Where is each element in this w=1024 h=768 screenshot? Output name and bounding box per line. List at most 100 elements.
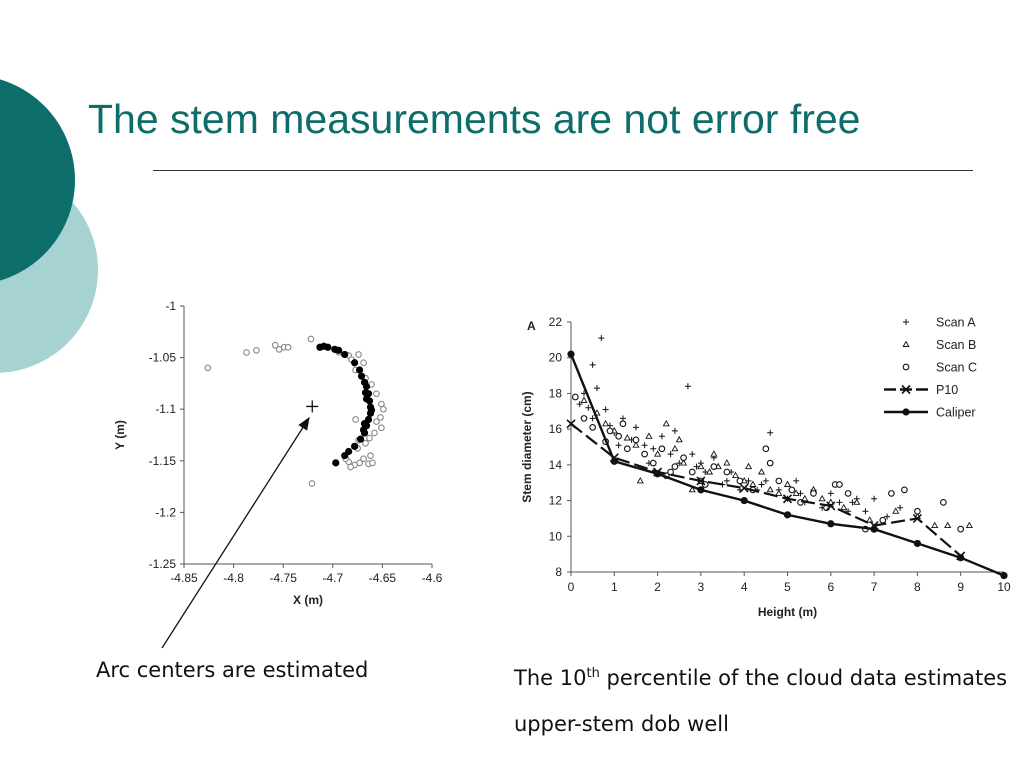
- y-tick-label: -1.25: [149, 557, 177, 571]
- data-point: [736, 477, 744, 485]
- x-tick-label: -4.7: [322, 571, 343, 585]
- caption-arc-centers: Arc centers are estimated: [96, 658, 369, 682]
- data-point: [810, 490, 817, 497]
- data-point: [580, 396, 588, 404]
- data-point: [689, 451, 696, 458]
- x-tick-label: 9: [957, 580, 964, 594]
- data-point: [606, 427, 614, 435]
- data-point: [871, 495, 878, 502]
- data-point: [332, 459, 340, 467]
- data-point: [783, 480, 792, 487]
- data-point: [360, 420, 369, 428]
- data-point: [671, 444, 679, 452]
- slide-decoration: [0, 79, 98, 373]
- data-point: [571, 393, 579, 401]
- data-point: [888, 490, 895, 497]
- data-point: [705, 468, 714, 475]
- data-point: [766, 485, 774, 493]
- x-tick-label: 3: [698, 580, 705, 594]
- data-point: [680, 454, 687, 462]
- data-point: [271, 341, 279, 349]
- x-tick-label: -4.65: [369, 571, 397, 585]
- data-point: [654, 450, 662, 457]
- data-point: [836, 481, 843, 488]
- x-tick-label: 7: [871, 580, 878, 594]
- x-tick-label: 2: [654, 580, 661, 594]
- data-point: [697, 462, 705, 470]
- decor-circle-dark: [0, 79, 75, 281]
- data-point: [849, 499, 856, 506]
- data-point: [284, 343, 292, 351]
- data-point: [324, 343, 332, 351]
- data-point: [359, 426, 368, 434]
- y-tick-label: 12: [549, 494, 563, 508]
- y-axis-title: Stem diameter (cm): [520, 391, 534, 502]
- data-point: [356, 435, 365, 443]
- data-point: [844, 490, 852, 497]
- data-point: [632, 424, 639, 431]
- data-point: [1000, 571, 1008, 580]
- data-point: [696, 476, 706, 486]
- data-point: [335, 346, 343, 354]
- series-scan-a: [576, 335, 904, 520]
- data-point: [352, 416, 359, 423]
- x-tick-label: 6: [827, 580, 834, 594]
- data-point: [619, 420, 627, 428]
- data-point: [351, 359, 359, 367]
- data-point: [836, 499, 843, 506]
- data-point: [632, 441, 640, 448]
- data-point: [360, 455, 367, 463]
- data-point: [671, 463, 679, 470]
- data-point: [739, 483, 749, 493]
- data-point: [723, 468, 731, 476]
- data-point: [369, 459, 376, 467]
- arc-center-scatter-chart: -1 -1.05 -1.1 -1.15 -1.2 -1.25-4.85 -4.8 -4.75 -…: [113, 299, 443, 607]
- data-point: [723, 459, 731, 466]
- data-point: [361, 389, 370, 397]
- data-point: [862, 508, 869, 515]
- data-point: [680, 459, 688, 466]
- y-tick-label: 8: [555, 565, 562, 579]
- data-point: [373, 390, 380, 398]
- data-point: [623, 434, 631, 441]
- data-point: [576, 401, 583, 408]
- data-point: [308, 480, 316, 487]
- data-point: [827, 498, 835, 505]
- data-point: [782, 494, 793, 504]
- x-axis-title: Height (m): [758, 605, 817, 619]
- data-point: [357, 372, 366, 380]
- data-point: [580, 415, 588, 422]
- data-point: [853, 498, 861, 505]
- caption-percentile-after: percentile of the cloud data estimates u…: [514, 666, 1008, 736]
- legend-item: Scan B: [902, 338, 976, 352]
- data-point: [589, 361, 596, 368]
- center-plus-mark: [306, 400, 319, 413]
- data-point: [641, 450, 648, 458]
- data-point: [775, 477, 783, 485]
- data-point: [702, 469, 709, 475]
- data-point: [623, 445, 631, 453]
- series-open-circle: [204, 335, 387, 487]
- y-tick-label: 14: [549, 458, 563, 472]
- data-point: [766, 459, 774, 467]
- data-point: [723, 477, 730, 484]
- legend-marker: [902, 340, 910, 347]
- data-point: [965, 521, 973, 529]
- x-tick-label: -4.75: [270, 571, 298, 585]
- data-point: [697, 486, 705, 494]
- legend-label: Caliper: [936, 406, 976, 420]
- data-point: [797, 490, 804, 497]
- data-point: [757, 468, 766, 475]
- data-point: [827, 520, 835, 528]
- data-point: [758, 481, 765, 488]
- x-tick-label: 10: [997, 580, 1011, 594]
- data-point: [380, 405, 387, 413]
- data-point: [307, 335, 315, 343]
- series-filled-circle: [316, 342, 376, 467]
- x-tick-label: -4.8: [223, 571, 244, 585]
- data-point: [645, 432, 653, 439]
- legend-item: Scan A: [903, 316, 976, 330]
- data-point: [567, 350, 575, 358]
- data-point: [767, 429, 774, 436]
- data-point: [897, 504, 904, 511]
